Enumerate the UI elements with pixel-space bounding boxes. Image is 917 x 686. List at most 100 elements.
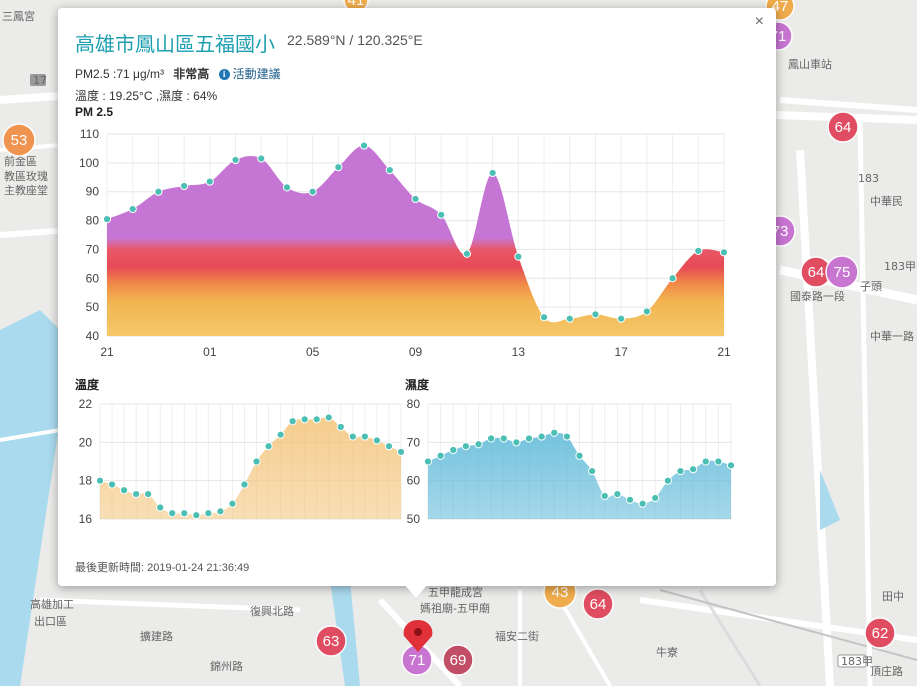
data-point[interactable] xyxy=(562,432,571,441)
y-tick-label: 70 xyxy=(407,435,421,449)
y-tick-label: 20 xyxy=(79,435,93,449)
map-label: 五甲龍成宮 xyxy=(428,585,483,599)
data-point[interactable] xyxy=(308,187,317,196)
data-point[interactable] xyxy=(617,314,626,323)
data-point[interactable] xyxy=(180,509,189,518)
data-point[interactable] xyxy=(132,489,141,499)
aq-marker[interactable]: 69 xyxy=(442,644,474,676)
data-point[interactable] xyxy=(668,274,677,283)
data-point[interactable] xyxy=(231,155,240,165)
data-point[interactable] xyxy=(411,194,420,204)
data-point[interactable] xyxy=(638,499,647,508)
data-point[interactable] xyxy=(385,165,394,175)
data-point[interactable] xyxy=(474,440,483,449)
data-point[interactable] xyxy=(384,442,394,451)
data-point[interactable] xyxy=(107,480,117,489)
data-point[interactable] xyxy=(348,432,357,441)
data-point[interactable] xyxy=(694,246,703,255)
data-point[interactable] xyxy=(372,436,382,445)
chart-area xyxy=(107,145,724,336)
data-point[interactable] xyxy=(264,442,273,451)
data-point[interactable] xyxy=(252,457,261,466)
data-point[interactable] xyxy=(334,163,343,172)
data-point[interactable] xyxy=(240,480,249,489)
data-point[interactable] xyxy=(359,141,369,150)
map-label: 錦州路 xyxy=(210,659,243,673)
data-point[interactable] xyxy=(324,413,333,422)
data-point[interactable] xyxy=(423,457,433,466)
location-pin-icon[interactable] xyxy=(403,620,433,652)
data-point[interactable] xyxy=(613,489,622,499)
data-point[interactable] xyxy=(651,493,660,503)
data-point[interactable] xyxy=(216,507,225,516)
data-point[interactable] xyxy=(205,177,214,186)
popup-tip xyxy=(404,584,428,598)
data-point[interactable] xyxy=(102,215,112,224)
data-point[interactable] xyxy=(575,451,584,460)
data-point[interactable] xyxy=(524,434,534,443)
data-point[interactable] xyxy=(499,434,508,443)
data-point[interactable] xyxy=(257,154,266,163)
data-point[interactable] xyxy=(514,252,523,261)
data-point[interactable] xyxy=(436,451,445,460)
close-button[interactable]: × xyxy=(754,13,764,30)
map-label: 田中 xyxy=(882,590,904,603)
aq-marker-label: 75 xyxy=(834,264,851,281)
data-point[interactable] xyxy=(588,466,597,476)
aq-marker[interactable]: 75 xyxy=(825,255,859,289)
aq-marker[interactable]: 62 xyxy=(864,617,896,649)
data-point[interactable] xyxy=(119,486,129,495)
data-point[interactable] xyxy=(276,430,285,439)
data-point[interactable] xyxy=(228,499,237,508)
map-label: 中華一路 xyxy=(870,330,914,343)
data-point[interactable] xyxy=(719,248,729,257)
data-point[interactable] xyxy=(537,432,546,441)
data-point[interactable] xyxy=(288,417,297,426)
data-point[interactable] xyxy=(449,445,458,455)
data-point[interactable] xyxy=(689,465,698,474)
aq-marker[interactable]: 71 xyxy=(401,644,433,676)
data-point[interactable] xyxy=(539,313,549,322)
data-point[interactable] xyxy=(282,183,292,192)
data-point[interactable] xyxy=(591,310,600,319)
data-point[interactable] xyxy=(95,476,105,485)
data-point[interactable] xyxy=(663,476,672,485)
data-point[interactable] xyxy=(600,491,609,501)
data-point[interactable] xyxy=(204,509,213,518)
aq-marker[interactable]: 63 xyxy=(315,625,347,657)
humidity-chart: 50 60 70 80 xyxy=(407,397,736,526)
data-point[interactable] xyxy=(625,495,635,504)
data-point[interactable] xyxy=(488,168,497,178)
data-point[interactable] xyxy=(154,187,163,196)
data-point[interactable] xyxy=(312,415,321,424)
aq-marker[interactable]: 64 xyxy=(582,588,614,620)
data-point[interactable] xyxy=(128,204,137,214)
data-point[interactable] xyxy=(168,509,177,518)
data-point[interactable] xyxy=(461,442,470,451)
data-point[interactable] xyxy=(550,428,559,437)
data-point[interactable] xyxy=(180,181,189,191)
data-point[interactable] xyxy=(144,489,153,499)
pm-reading: PM2.5 :71 μg/m³ 非常高 i 活動建議 xyxy=(75,65,281,82)
activity-advice-link[interactable]: i 活動建議 xyxy=(218,67,281,81)
aq-marker[interactable]: 64 xyxy=(827,111,859,143)
data-point[interactable] xyxy=(462,249,472,258)
data-point[interactable] xyxy=(642,307,651,316)
data-point[interactable] xyxy=(676,466,685,476)
data-point[interactable] xyxy=(360,432,369,441)
data-point[interactable] xyxy=(726,461,736,470)
data-point[interactable] xyxy=(565,314,574,323)
data-point[interactable] xyxy=(714,457,723,466)
data-point[interactable] xyxy=(487,434,496,443)
data-point[interactable] xyxy=(300,415,309,424)
map-label: 三鳳宮 xyxy=(2,9,35,23)
aq-marker[interactable]: 53 xyxy=(2,123,36,157)
data-point[interactable] xyxy=(192,511,201,520)
data-point[interactable] xyxy=(336,422,345,432)
data-point[interactable] xyxy=(396,447,406,457)
data-point[interactable] xyxy=(701,457,710,466)
data-point[interactable] xyxy=(512,438,521,447)
map-label: 183 xyxy=(858,172,879,185)
data-point[interactable] xyxy=(437,210,446,219)
data-point[interactable] xyxy=(156,503,165,512)
